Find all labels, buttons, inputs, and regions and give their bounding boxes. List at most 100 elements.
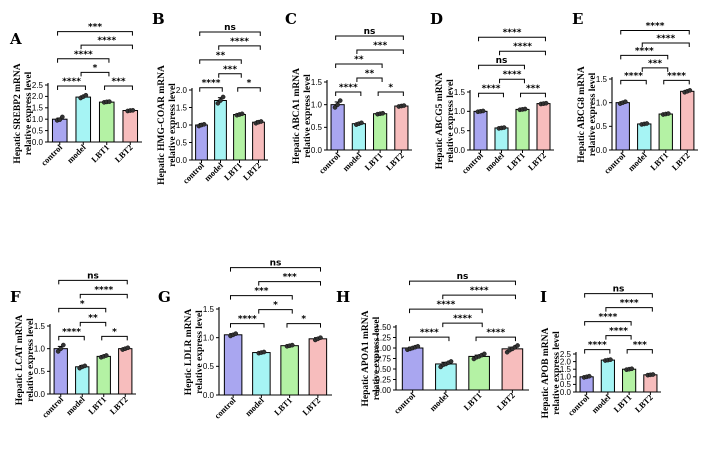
data-point [125,345,131,351]
data-point [359,120,364,126]
significance-label: **** [470,286,489,296]
chart-panel-f: F Hepatic LCAT mRNA relative express level… [10,271,136,420]
bar-lbt1 [96,355,111,395]
significance-label: ** [88,313,98,323]
bar-model [600,359,615,393]
significance-label: * [301,315,306,325]
chart-panel-h: H Hepatic APOA1 mRNA relative express leve… [336,272,529,416]
x-tick-label: LBT2 [241,160,263,182]
y-axis-label: relative express level [552,331,562,415]
data-point [220,94,226,100]
x-tick-label: model [626,150,649,173]
significance-label: * [273,301,278,311]
data-point [666,111,671,116]
bar-control [473,110,488,151]
significance-bracket [218,45,261,50]
y-tick-label: 2.0 [176,86,188,95]
y-tick-label: 1.0 [176,121,188,130]
significance-bracket [58,335,85,341]
y-tick-label: 1.5 [311,78,323,87]
y-tick-label: 0.0 [454,146,466,155]
bar-lbt2 [118,348,133,395]
significance-label: **** [453,314,472,324]
y-axis-label: relative express level [446,79,456,163]
y-tick-label: 1.25 [375,333,391,342]
y-axis-label: Heptic LDLR mRNA [184,309,194,396]
panel-letter: C [285,10,297,28]
x-tick-label: model [65,142,88,165]
significance-bracket [584,293,653,298]
significance-bracket [258,281,322,286]
significance-bracket [79,293,128,299]
bar-control [195,124,208,161]
significance-label: * [247,79,252,89]
x-tick-label: LBT2 [108,394,130,416]
y-axis-label: relative express level [195,310,205,394]
significance-bracket [377,91,404,96]
y-tick-label: 0.0 [560,388,572,397]
panel-letter: G [158,288,171,306]
y-tick-label: 0.5 [34,367,46,376]
significance-label: *** [254,287,268,297]
bar-lbt2 [122,110,139,143]
data-point [380,110,386,116]
panel-letter: F [10,288,21,306]
bar-lbt1 [622,368,637,393]
significance-label: *** [88,23,102,33]
significance-label: ns [87,271,99,281]
significance-label: **** [62,327,81,337]
chart-panel-b: B Hepatic HMG-COAR mRNA relative express l… [152,10,268,186]
y-tick-label: 1.5 [454,88,466,97]
data-point [233,331,239,336]
x-tick-label: model [483,150,506,173]
significance-bracket [335,63,383,68]
significance-label: **** [624,71,643,81]
bar-lbt2 [394,105,409,151]
significance-bracket [584,349,611,354]
y-tick-label: 0.5 [596,122,608,131]
significance-label: *** [283,273,297,283]
y-axis-label: Hepatic ABCA1 mRNA [292,68,302,164]
y-axis-label: relative express level [588,72,598,156]
x-tick-label: LBT2 [633,392,655,414]
significance-label: **** [646,21,665,31]
significance-label: **** [588,341,607,351]
bar-model [75,366,90,395]
data-point [650,372,656,377]
significance-label: *** [373,41,387,51]
y-tick-label: 1.0 [311,100,323,109]
bar-lbt2 [643,374,658,393]
y-tick-label: 0.5 [560,380,572,389]
significance-bracket [499,50,546,56]
significance-bracket [663,79,690,85]
bar-model [637,123,652,151]
x-tick-label: model [341,150,364,173]
y-tick-label: 2.5 [560,350,572,359]
y-tick-label: 0.5 [454,126,466,135]
data-point [623,99,628,105]
bar-lbt1 [233,114,246,161]
y-tick-label: 1.0 [34,344,46,353]
significance-label: **** [62,77,81,87]
x-tick-label: model [428,390,451,413]
significance-label: *** [633,341,647,351]
y-tick-label: 1.00 [375,344,391,353]
significance-label: * [93,63,98,73]
y-tick-label: 1.0 [32,115,44,124]
data-point [586,373,592,379]
y-axis-label: Hepatic APOB mRNA [541,327,551,418]
bar-model [214,100,227,161]
y-axis-label: Hepatic APOA1 mRNA [361,310,371,406]
y-tick-label: 1.0 [560,373,572,382]
y-tick-label: 0.0 [32,138,44,147]
significance-bracket [58,279,128,285]
significance-label: **** [503,28,522,38]
y-tick-label: 1.0 [203,333,215,342]
bar-lbt1 [98,101,115,143]
bar-lbt1 [373,113,388,151]
data-point [629,366,635,372]
data-point [543,100,549,106]
significance-label: ns [224,23,236,33]
data-point [58,346,64,351]
significance-bracket [199,59,242,64]
